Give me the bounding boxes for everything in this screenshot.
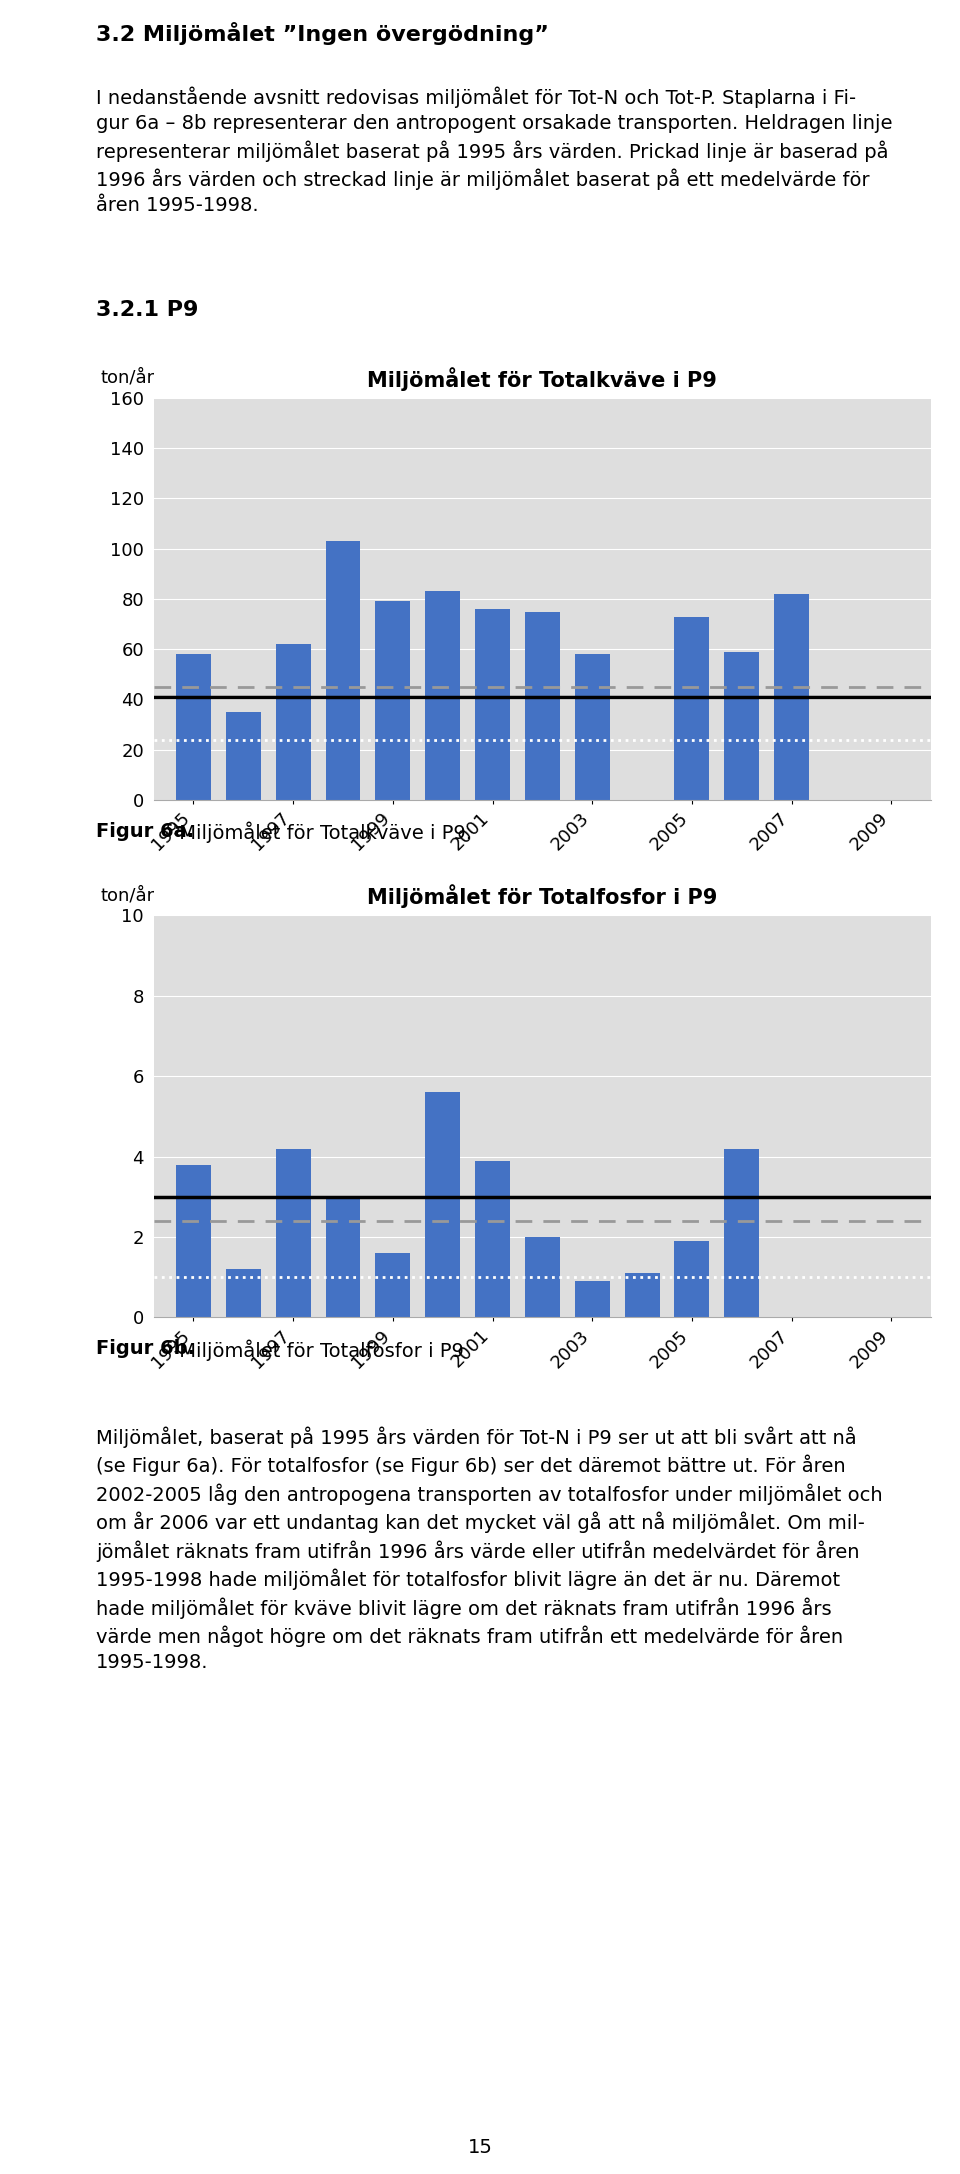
Text: Figur 6a.: Figur 6a. xyxy=(96,822,194,841)
Bar xyxy=(525,1237,560,1317)
Bar xyxy=(226,713,261,800)
Bar xyxy=(575,1280,610,1317)
Bar xyxy=(425,1091,460,1317)
Text: 3.2.1 P9: 3.2.1 P9 xyxy=(96,300,199,320)
Bar xyxy=(226,1270,261,1317)
Title: Miljömålet för Totalkväve i P9: Miljömålet för Totalkväve i P9 xyxy=(368,367,717,391)
Bar xyxy=(375,602,410,800)
Bar xyxy=(475,1161,510,1317)
Bar xyxy=(276,1148,311,1317)
Bar xyxy=(675,617,709,800)
Text: 3.2 Miljömålet ”Ingen övergödning”: 3.2 Miljömålet ”Ingen övergödning” xyxy=(96,22,549,46)
Bar xyxy=(375,1252,410,1317)
Bar xyxy=(725,1148,759,1317)
Bar xyxy=(575,654,610,800)
Bar xyxy=(725,652,759,800)
Bar xyxy=(176,654,211,800)
Bar xyxy=(425,591,460,800)
Bar xyxy=(774,594,809,800)
Text: Miljömålet för Totalkväve i P9.: Miljömålet för Totalkväve i P9. xyxy=(173,822,471,844)
Bar xyxy=(325,541,360,800)
Bar xyxy=(325,1196,360,1317)
Text: I nedanstående avsnitt redovisas miljömålet för Tot-N och Tot-P. Staplarna i Fi-: I nedanstående avsnitt redovisas miljömå… xyxy=(96,87,893,215)
Text: Miljömålet för Totalfosfor i P9: Miljömålet för Totalfosfor i P9 xyxy=(173,1339,464,1361)
Text: Figur 6b.: Figur 6b. xyxy=(96,1339,195,1359)
Text: 15: 15 xyxy=(468,2139,492,2157)
Title: Miljömålet för Totalfosfor i P9: Miljömålet för Totalfosfor i P9 xyxy=(368,885,717,909)
Bar xyxy=(276,644,311,800)
Bar xyxy=(625,1274,660,1317)
Bar xyxy=(525,611,560,800)
Bar xyxy=(176,1165,211,1317)
Text: ton/år: ton/år xyxy=(101,887,155,904)
Text: ton/år: ton/år xyxy=(101,370,155,387)
Text: Miljömålet, baserat på 1995 års värden för Tot-N i P9 ser ut att bli svårt att n: Miljömålet, baserat på 1995 års värden f… xyxy=(96,1426,882,1672)
Bar xyxy=(675,1241,709,1317)
Bar xyxy=(475,609,510,800)
